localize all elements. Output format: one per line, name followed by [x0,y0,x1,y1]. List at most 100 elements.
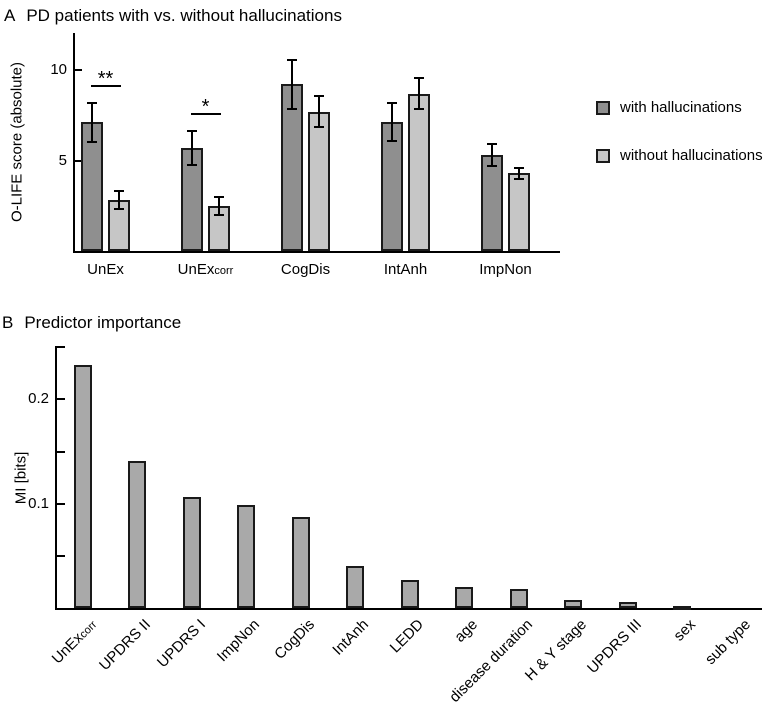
panel-a-error-cap [487,143,497,146]
panel-a-error-cap [287,59,297,62]
panel-b-bar [346,566,365,608]
panel-b-x-tick-label: UnExcorr [48,616,99,668]
panel-a-error-bar [491,144,493,166]
panel-b-y-tick [57,502,65,505]
panel-b-category-text: CogDis [270,616,318,663]
panel-a-error-cap [114,190,124,193]
significance-line [90,84,121,87]
panel-b-x-tick-label: CogDis [271,616,318,663]
panel-a-y-axis [73,33,75,253]
panel-b-x-axis [55,608,762,610]
panel-a-error-bar [518,167,520,179]
significance-stars: ** [97,67,114,90]
panel-b-x-tick-label: sex [671,616,700,645]
legend-item-with-hallucinations: with hallucinations [596,99,742,116]
panel-a-y-tick [75,159,82,162]
panel-a-y-tick [75,69,82,71]
panel-a-letter: A [4,6,16,25]
panel-b-bar [618,601,637,608]
panel-a-error-bar [291,60,293,109]
panel-b-y-tick-label: 0.1 [28,494,49,512]
panel-a-category-text: UnEx [177,261,215,278]
panel-b-bar [182,497,201,608]
panel-a-error-bar [118,191,120,210]
panel-b-category-text: ImpNon [214,616,264,666]
panel-a-error-cap [114,208,124,211]
panel-a-title: A PD patients with vs. without hallucinat… [4,6,342,26]
panel-a-error-bar [391,103,393,142]
legend-label-without-hallucinations: without hallucinations [620,147,763,164]
panel-a-x-tick-label: UnExcorr [146,261,266,278]
panel-b-category-text: sub type [701,616,754,669]
panel-a-y-tick-label: 10 [50,61,67,78]
panel-a-error-cap [287,107,297,110]
panel-a-bar [481,155,503,251]
panel-a-category-text: ImpNon [479,261,532,278]
panel-b-x-tick-label: ImpNon [214,616,263,665]
panel-b-category-text: UPDRS III [583,616,645,677]
panel-b-category-text: sex [670,616,700,645]
panel-a-error-cap [187,129,197,132]
panel-a-error-cap [414,107,424,110]
panel-a-error-cap [487,164,497,167]
panel-b-x-tick-label: UPDRS II [96,616,154,674]
panel-a-x-axis [73,251,560,253]
panel-b-y-axis [55,346,57,610]
panel-b-category-text: UPDRS I [153,616,209,672]
panel-a-bar [508,173,530,251]
panel-a-title-text: PD patients with vs. without hallucinati… [26,6,342,25]
panel-b-category-text: LEDD [386,616,427,657]
panel-a-category-subscript: corr [214,265,234,277]
panel-b-category-text: UPDRS II [96,616,155,674]
panel-a-error-cap [514,177,524,180]
legend-swatch-without-hallucinations [596,148,610,163]
panel-a-error-cap [514,166,524,169]
panel-b-bar [128,460,147,608]
panel-a-x-tick-label: CogDis [246,261,366,278]
panel-a-error-cap [314,95,324,98]
panel-a-error-bar [218,196,220,215]
panel-b-y-tick-label: 0.2 [28,390,49,408]
panel-a-x-tick-label: UnEx [46,261,166,278]
panel-b-letter: B [2,313,14,332]
legend-swatch-with-hallucinations [596,100,610,115]
panel-b-y-minor-tick [57,346,65,349]
panel-b-x-tick-label: IntAnh [330,616,373,659]
panel-a-error-bar [91,102,93,143]
panel-a-error-cap [87,101,97,104]
panel-b-x-tick-label: UPDRS III [584,616,645,677]
panel-b-x-tick-label: UPDRS I [154,616,209,671]
panel-a-error-bar [318,96,320,127]
panel-a-error-cap [414,77,424,80]
panel-b-bar [564,599,583,608]
panel-b-bar [509,589,528,608]
panel-b-y-tick [57,398,65,401]
panel-a-category-text: UnEx [87,261,124,278]
panel-a-category-text: IntAnh [383,261,428,278]
significance-line [190,112,221,115]
panel-b-category-text: IntAnh [329,616,373,659]
panel-a-error-bar [418,78,420,109]
panel-b-y-minor-tick [57,554,65,557]
significance-stars: * [201,95,210,118]
panel-a-error-cap [387,102,397,105]
panel-b-x-tick-label: sub type [702,616,754,668]
panel-a-bar [308,111,330,251]
panel-b-bar [291,517,310,608]
panel-b-category-text: age [451,616,482,646]
panel-a-x-tick-label: IntAnh [346,261,466,278]
panel-b-bar [73,364,92,608]
panel-a-error-cap [187,164,197,167]
panel-a-error-cap [87,141,97,144]
panel-a-error-cap [314,126,324,128]
panel-a-y-axis-label: O-LIFE score (absolute) [8,61,26,223]
panel-a-x-tick-label: ImpNon [446,261,566,278]
panel-b-bar [400,579,419,608]
panel-b-title: B Predictor importance [2,313,181,333]
panel-b-bar [237,504,256,608]
panel-b-bar [673,605,692,610]
legend-label-with-hallucinations: with hallucinations [620,99,742,116]
panel-b-x-tick-label: age [451,616,481,646]
legend-item-without-hallucinations: without hallucinations [596,147,763,164]
